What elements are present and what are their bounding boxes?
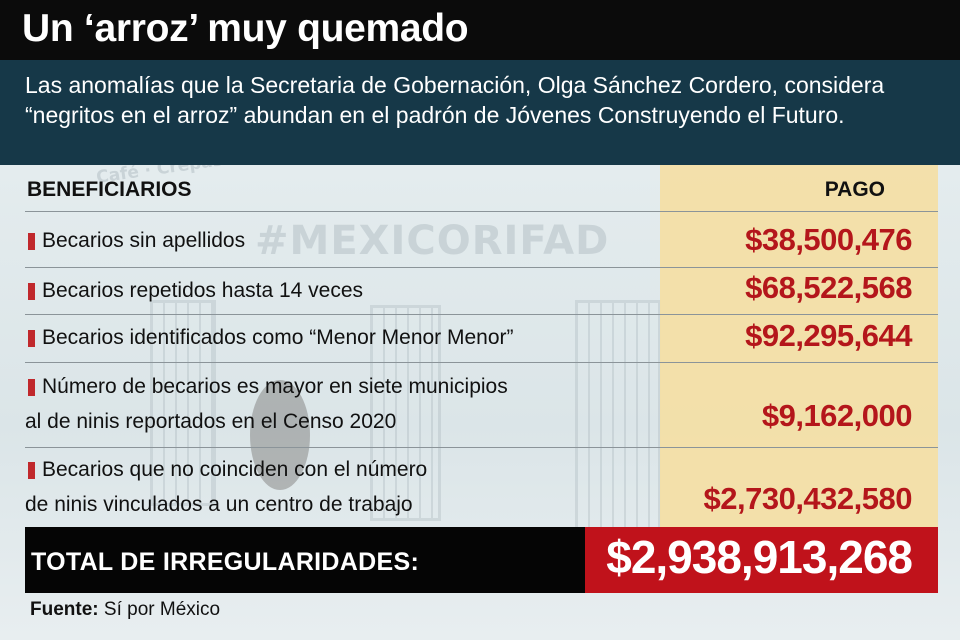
total-value: $2,938,913,268 — [606, 531, 913, 583]
row-divider — [25, 362, 938, 363]
header-beneficiarios: BENEFICIARIOS — [27, 178, 192, 201]
payment-column — [660, 165, 938, 527]
background-figure — [250, 380, 310, 490]
background-wall-text: #MEXICORIFAD — [255, 218, 610, 264]
row-label-continued: de ninis vinculados a un centro de traba… — [25, 493, 413, 516]
background-window-right — [575, 300, 661, 531]
source-credit: Fuente: Sí por México — [30, 599, 220, 621]
background-window-middle — [370, 305, 441, 521]
row-divider — [25, 211, 938, 212]
row-label: Becarios que no coinciden con el número — [42, 458, 428, 481]
row-amount: $68,522,568 — [745, 270, 912, 305]
bullet-icon — [28, 283, 35, 300]
bullet-icon — [28, 379, 35, 396]
row-amount: $38,500,476 — [745, 222, 912, 257]
row-label: Becarios sin apellidos — [42, 229, 246, 252]
row-amount: $92,295,644 — [745, 318, 912, 353]
source-text: Sí por México — [103, 599, 221, 620]
row-label: Número de becarios es mayor en siete mun… — [42, 375, 508, 398]
page-title: Un ‘arroz’ muy quemado — [22, 7, 469, 50]
row-amount: $9,162,000 — [761, 398, 913, 433]
row-divider — [25, 314, 938, 315]
total-value-bar — [585, 527, 938, 593]
row-amount: $2,730,432,580 — [703, 481, 913, 516]
row-label-continued: al de ninis reportados en el Censo 2020 — [25, 410, 397, 433]
background-window-left — [150, 300, 216, 506]
row-label: Becarios repetidos hasta 14 veces — [42, 279, 364, 302]
row-divider — [25, 267, 938, 268]
row-label: Becarios identificados como “Menor Menor… — [42, 326, 514, 349]
bullet-icon — [28, 330, 35, 347]
header-pago: PAGO — [824, 178, 885, 201]
bullet-icon — [28, 233, 35, 250]
subtitle-bar — [0, 60, 960, 165]
subtitle: Las anomalías que la Secretaria de Gober… — [25, 72, 885, 128]
bullet-icon — [28, 462, 35, 479]
row-divider — [25, 447, 938, 448]
title-bar — [0, 0, 960, 60]
source-label: Fuente: — [30, 599, 99, 620]
total-label: TOTAL DE IRREGULARIDADES: — [31, 548, 420, 576]
total-label-bar — [25, 527, 585, 593]
